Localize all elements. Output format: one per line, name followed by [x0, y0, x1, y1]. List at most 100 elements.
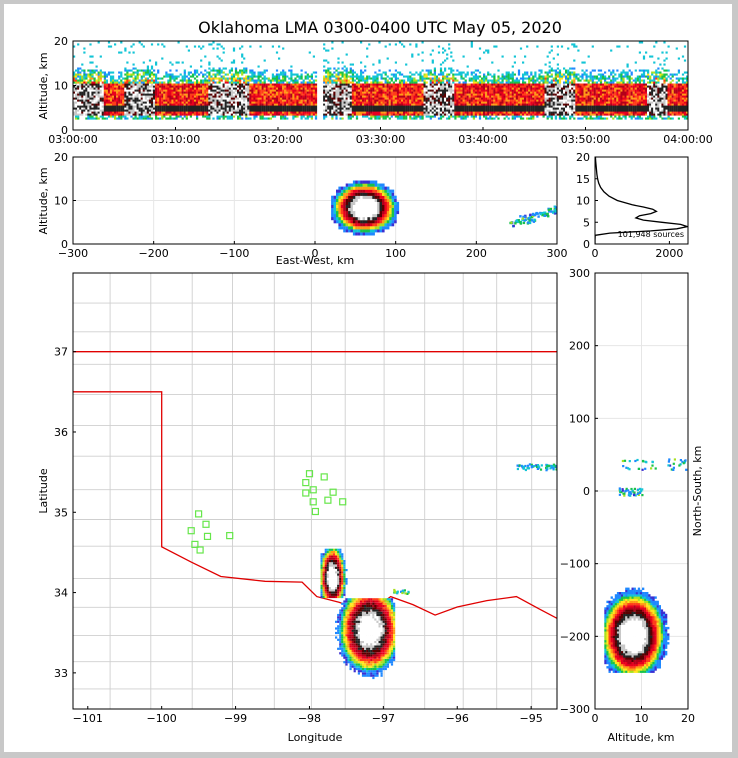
time-density-cell: [99, 77, 102, 80]
time-density-cell: [105, 79, 108, 82]
time-density-cell: [187, 111, 190, 114]
time-density-cell: [439, 113, 443, 116]
time-density-cell: [476, 77, 480, 80]
time-density-cell: [437, 45, 441, 48]
time-density-cell: [407, 83, 410, 86]
time-density-cell: [392, 105, 395, 108]
time-density-cell: [288, 77, 291, 80]
time-density-cell: [196, 75, 199, 78]
time-density-cell: [310, 89, 313, 92]
time-density-cell: [175, 101, 178, 104]
time-density-cell: [454, 105, 457, 108]
time-density-cell: [405, 113, 408, 116]
time-density-cell: [290, 99, 293, 102]
time-density-cell: [193, 105, 197, 108]
time-density-cell: [401, 113, 404, 116]
time-density-cell: [173, 89, 176, 92]
time-density-cell: [425, 77, 428, 80]
time-density-cell: [431, 103, 434, 106]
time-density-cell: [450, 115, 453, 118]
time-density-cell: [275, 51, 279, 54]
time-density-cell: [366, 83, 369, 86]
time-density-cell: [144, 97, 147, 100]
time-density-cell: [530, 103, 533, 106]
time-density-cell: [448, 115, 451, 118]
time-density-cell: [273, 85, 277, 88]
time-density-cell: [153, 89, 156, 92]
time-density-cell: [380, 85, 383, 88]
time-density-cell: [107, 99, 111, 102]
time-density-cell: [109, 79, 113, 82]
time-density-cell: [325, 59, 328, 62]
time-density-cell: [325, 103, 328, 106]
time-density-cell: [239, 105, 242, 108]
time-density-cell: [411, 85, 414, 88]
time-density-cell: [325, 91, 328, 94]
time-density-cell: [470, 93, 473, 96]
time-density-cell: [255, 109, 258, 112]
time-density-cell: [388, 91, 391, 94]
time-density-cell: [271, 97, 274, 100]
time-density-cell: [265, 89, 268, 92]
time-density-cell: [302, 97, 305, 100]
time-density-cell: [257, 75, 260, 78]
time-density-cell: [341, 117, 344, 120]
time-density-cell: [81, 95, 84, 98]
time-density-cell: [87, 69, 90, 72]
time-density-cell: [155, 61, 158, 64]
time-density-cell: [93, 77, 96, 80]
time-density-cell: [109, 95, 113, 98]
time-density-cell: [495, 91, 498, 94]
time-density-cell: [169, 89, 172, 92]
time-density-cell: [413, 101, 416, 104]
time-density-cell: [341, 105, 344, 108]
time-density-cell: [405, 103, 408, 106]
time-density-cell: [300, 77, 303, 80]
time-density-cell: [185, 91, 188, 94]
time-density-cell: [380, 109, 383, 112]
time-density-cell: [269, 105, 272, 108]
time-density-cell: [302, 87, 305, 90]
time-density-cell: [306, 109, 309, 112]
time-density-cell: [423, 113, 426, 116]
time-density-cell: [462, 71, 465, 74]
time-density-cell: [329, 75, 332, 78]
time-density-cell: [83, 81, 86, 84]
time-density-cell: [483, 51, 486, 54]
time-density-cell: [87, 93, 90, 96]
time-density-cell: [200, 103, 203, 106]
time-density-cell: [91, 75, 94, 78]
time-density-cell: [442, 91, 445, 94]
time-density-cell: [296, 81, 299, 84]
time-density-cell: [517, 101, 521, 104]
time-density-cell: [345, 73, 348, 76]
time-density-cell: [448, 47, 451, 50]
time-density-cell: [81, 93, 84, 96]
time-density-cell: [286, 109, 289, 112]
time-density-cell: [290, 111, 293, 114]
time-density-cell: [212, 47, 215, 50]
time-density-cell: [265, 91, 268, 94]
time-density-cell: [483, 85, 486, 88]
time-density-cell: [483, 81, 486, 84]
time-density-cell: [425, 105, 428, 108]
time-density-cell: [452, 99, 455, 102]
time-density-cell: [259, 93, 262, 96]
time-density-cell: [187, 85, 190, 88]
time-density-cell: [325, 99, 328, 102]
time-density-cell: [386, 81, 389, 84]
time-density-cell: [216, 107, 219, 110]
time-density-cell: [513, 89, 516, 92]
time-density-cell: [259, 99, 262, 102]
time-density-cell: [175, 103, 178, 106]
time-density-cell: [216, 99, 219, 102]
time-density-cell: [286, 83, 289, 86]
time-density-cell: [198, 73, 201, 76]
time-density-cell: [73, 107, 76, 110]
time-density-cell: [91, 101, 94, 104]
time-density-cell: [128, 89, 131, 92]
time-density-cell: [345, 91, 348, 94]
time-density-cell: [228, 83, 231, 86]
time-density-cell: [407, 95, 410, 98]
time-density-cell: [206, 117, 209, 120]
